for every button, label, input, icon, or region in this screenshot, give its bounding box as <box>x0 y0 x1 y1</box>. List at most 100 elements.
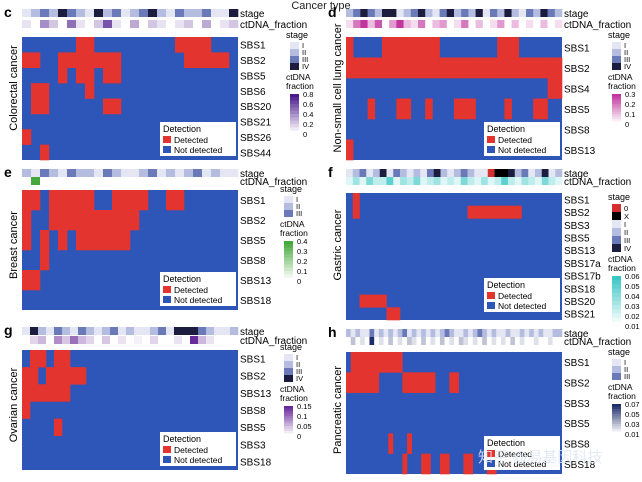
detected-cell <box>112 190 122 211</box>
ctdna-cell <box>229 20 239 28</box>
ctdna-cell <box>468 337 474 345</box>
ctdna-cell <box>139 177 149 185</box>
detected-cell <box>67 52 77 69</box>
ctdna-cell <box>198 336 207 344</box>
ctdna-cell <box>102 336 111 344</box>
stage-cell <box>94 9 104 17</box>
ctdna-cell <box>482 20 491 28</box>
ctdna-cell <box>121 177 131 185</box>
signature-label: SBS5 <box>564 233 590 244</box>
ctdna-gradient-segment <box>284 244 293 249</box>
detected-cell <box>403 37 412 58</box>
ctdna-gradient-segment <box>612 309 621 314</box>
detected-cell <box>193 52 203 69</box>
stage-cell <box>110 327 119 335</box>
track-label-ctdna: ctDNA_fraction <box>240 20 307 31</box>
stage-cell <box>126 327 135 335</box>
detected-cell <box>554 57 563 79</box>
ctdna-cell <box>230 336 239 344</box>
detected-cell <box>360 352 366 373</box>
stage-cell <box>548 169 556 177</box>
stage-legend-level: X <box>624 212 629 221</box>
ctdna-gradient-segment <box>612 119 621 122</box>
stage-cell <box>202 9 212 17</box>
ctdna-cell <box>403 20 412 28</box>
not-detected-swatch <box>163 296 171 303</box>
stage-cell <box>139 169 149 177</box>
ctdna-cell <box>529 337 535 345</box>
detection-legend-title: Detection <box>163 124 201 134</box>
stage-cell <box>112 9 122 17</box>
ctdna-cell <box>533 337 539 345</box>
track-label-stage: stage <box>564 9 589 20</box>
stage-cell <box>369 329 375 337</box>
signature-label: SBS1 <box>564 43 590 54</box>
stage-cell <box>407 329 413 337</box>
ctdna-cell <box>40 177 50 185</box>
detected-legend-label: Detected <box>174 135 208 145</box>
stage-cell <box>406 169 414 177</box>
detected-cell <box>22 401 31 419</box>
detected-cell <box>103 98 113 115</box>
stage-legend-swatch <box>284 361 293 368</box>
ctdna-cell <box>150 336 159 344</box>
detection-legend-title: Detection <box>163 274 201 284</box>
track-label-stage: stage <box>564 169 589 180</box>
stage-cell <box>30 327 39 335</box>
ctdna-cell <box>112 20 122 28</box>
detected-cell <box>403 57 412 79</box>
detected-cell <box>54 367 63 385</box>
detected-cell <box>22 270 32 291</box>
ctdna-legend-tick: 0.6 <box>303 100 313 109</box>
stage-legend-level: II <box>624 48 628 57</box>
ctdna-gradient-segment <box>290 94 299 98</box>
ctdna-cell <box>540 20 548 28</box>
ctdna-legend-title: ctDNA <box>286 72 311 82</box>
detected-cell <box>373 294 381 308</box>
ctdna-cell <box>211 20 221 28</box>
detection-legend <box>160 122 236 156</box>
ctdna-cell <box>378 337 384 345</box>
signature-label: SBS2 <box>564 208 590 219</box>
detected-cell <box>31 98 41 115</box>
ctdna-legend-tick: 0.2 <box>297 257 307 266</box>
signature-label: SBS17a <box>564 259 601 270</box>
ctdna-cell <box>518 20 527 28</box>
ctdna-cell <box>374 20 383 28</box>
detected-cell <box>346 37 354 58</box>
stage-legend-level: II <box>624 228 628 237</box>
stage-legend-swatch <box>612 63 621 70</box>
ctdna-cell <box>511 20 520 28</box>
stage-cell <box>541 169 549 177</box>
detected-cell <box>112 67 122 84</box>
ctdna-gradient-segment <box>612 296 621 302</box>
detected-cell <box>449 372 455 393</box>
stage-cell <box>346 329 351 337</box>
stage-legend-level: III <box>624 372 630 381</box>
not-detected-swatch <box>487 460 495 467</box>
detected-cell <box>432 57 440 79</box>
detected-cell <box>482 57 491 79</box>
detected-cell <box>402 372 408 393</box>
stage-cell <box>533 9 541 17</box>
stage-cell <box>508 169 516 177</box>
ctdna-legend-tick: 0.2 <box>625 100 635 109</box>
ctdna-cell <box>94 336 103 344</box>
detected-cell <box>22 190 32 211</box>
stage-cell <box>538 329 544 337</box>
detected-cell <box>184 52 194 69</box>
ctdna-legend-title: fraction <box>608 263 636 273</box>
signature-label: SBS3 <box>240 440 266 451</box>
ctdna-cell <box>373 177 381 185</box>
stage-cell <box>102 327 111 335</box>
signature-label: SBS13 <box>240 276 272 287</box>
ctdna-cell <box>175 177 185 185</box>
stage-cell <box>528 169 536 177</box>
detected-cell <box>352 193 360 206</box>
stage-cell <box>477 329 483 337</box>
signature-label: SBS13 <box>240 389 272 400</box>
detected-cell <box>70 367 79 385</box>
not-detected-swatch <box>487 146 495 153</box>
ctdna-cell <box>432 20 440 28</box>
ctdna-cell <box>202 177 212 185</box>
